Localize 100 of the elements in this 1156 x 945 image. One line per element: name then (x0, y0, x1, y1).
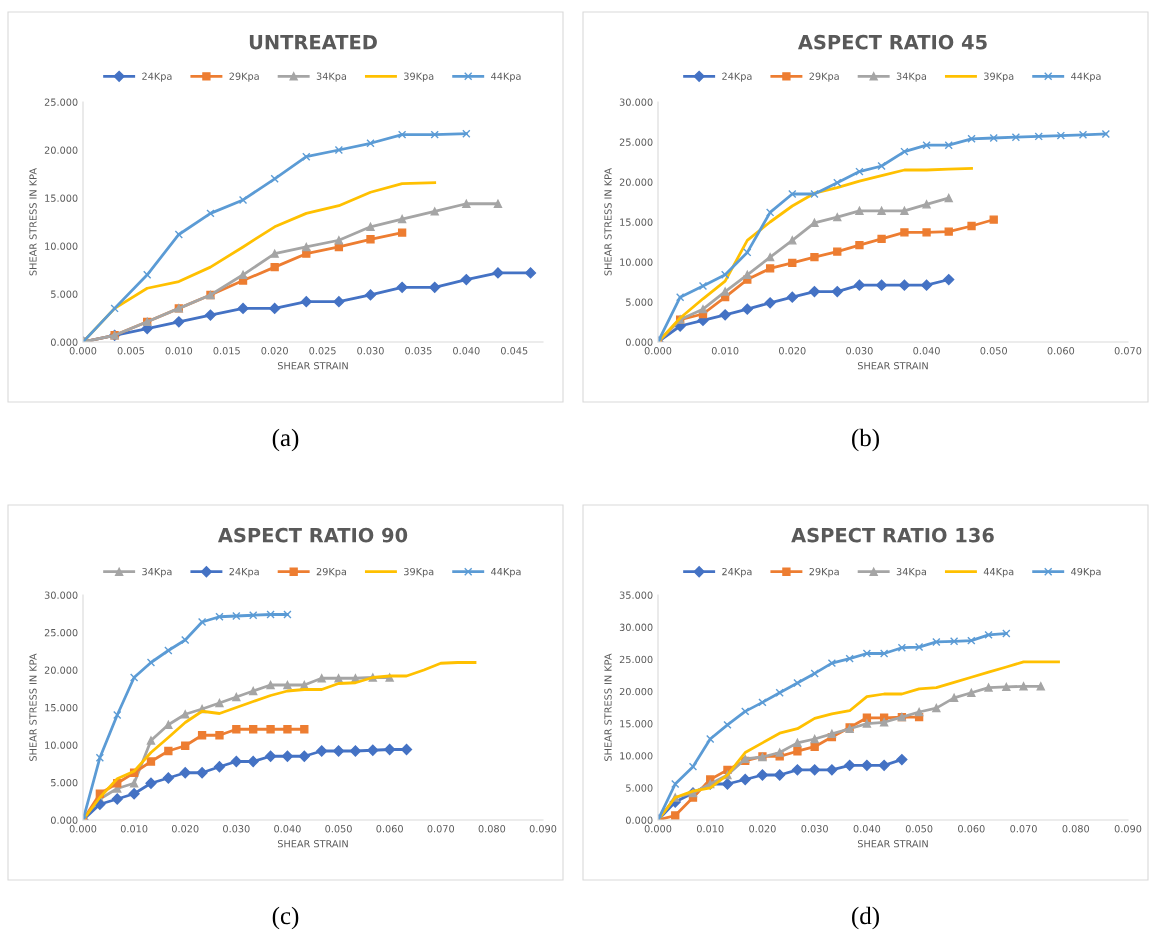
text: (a) (272, 428, 299, 452)
x-axis-title: SHEAR STRAIN (857, 840, 928, 848)
x-tick-label: 0.050 (905, 825, 933, 833)
x-axis-title: SHEAR STRAIN (277, 362, 348, 370)
x-axis-title: SHEAR STRAIN (857, 362, 928, 370)
x-tick-label: 0.090 (529, 825, 557, 833)
y-tick-label: 25.000 (44, 628, 78, 637)
x-tick-label: 0.060 (1047, 347, 1075, 355)
x-tick-label: 0.040 (274, 825, 301, 833)
y-tick-label: 0.000 (50, 816, 78, 824)
x-tick-label: 0.010 (120, 825, 148, 833)
x-tick-label: 0.080 (1062, 825, 1090, 833)
text: (d) (852, 906, 879, 930)
legend-label: 34Kpa (896, 72, 927, 82)
y-axis-title: SHEAR STRESS IN KPA (604, 168, 612, 276)
x-tick-label: 0.000 (644, 825, 672, 833)
y-tick-label: 10.000 (620, 752, 653, 760)
x-tick-label: 0.010 (711, 347, 739, 355)
y-axis-title: SHEAR STRESS IN KPA (29, 168, 37, 276)
chart-title: ASPECT RATIO 136 (791, 527, 994, 543)
y-tick-label: 5.000 (51, 290, 78, 298)
x-tick-label: 0.050 (325, 825, 352, 833)
chart-title: ASPECT RATIO 90 (217, 527, 408, 543)
legend-label: 39Kpa (984, 72, 1014, 82)
x-tick-label: 0.070 (1114, 347, 1142, 355)
legend-label: 29Kpa (316, 567, 347, 578)
y-axis-title: SHEAR STRESS IN KPA (29, 653, 37, 761)
x-tick-label: 0.020 (749, 825, 776, 833)
y-tick-label: 5.000 (626, 298, 653, 306)
x-tick-label: 0.010 (696, 825, 724, 833)
y-tick-label: 5.000 (51, 778, 78, 787)
legend-label: 24Kpa (142, 72, 172, 82)
legend-label: 29Kpa (229, 72, 259, 82)
x-tick-label: 0.020 (261, 347, 288, 355)
y-tick-label: 25.000 (44, 98, 78, 106)
legend-label: 44Kpa (491, 568, 521, 578)
y-tick-label: 30.000 (619, 623, 653, 631)
y-tick-label: 10.000 (45, 741, 78, 749)
x-tick-label: 0.020 (779, 347, 806, 355)
legend-label: 44Kpa (983, 568, 1014, 578)
x-tick-label: 0.060 (958, 825, 985, 833)
x-tick-label: 0.000 (69, 825, 97, 833)
y-tick-label: 20.000 (44, 146, 78, 154)
legend-label: 24Kpa (722, 567, 752, 578)
y-tick-label: 15.000 (45, 194, 78, 202)
x-tick-label: 0.015 (213, 347, 240, 355)
x-tick-label: 0.000 (69, 347, 97, 355)
x-tick-label: 0.060 (376, 825, 403, 833)
x-tick-label: 0.040 (913, 347, 940, 355)
legend-label: 29Kpa (809, 567, 839, 578)
y-tick-label: 5.000 (626, 784, 653, 792)
legend-label: 44Kpa (1071, 72, 1101, 82)
y-tick-label: 0.000 (50, 338, 78, 346)
x-tick-label: 0.005 (117, 347, 144, 355)
x-tick-label: 0.020 (171, 825, 199, 833)
x-tick-label: 0.080 (478, 825, 506, 833)
y-tick-label: 20.000 (44, 666, 78, 674)
x-tick-label: 0.030 (801, 825, 828, 833)
y-axis-title: SHEAR STRESS IN KPA (604, 653, 612, 761)
legend-label: 34Kpa (896, 567, 927, 578)
y-tick-label: 10.000 (620, 258, 653, 266)
y-tick-label: 15.000 (45, 703, 78, 712)
legend-label: 24Kpa (722, 72, 752, 82)
y-tick-label: 10.000 (45, 242, 78, 250)
text: (c) (272, 906, 299, 930)
x-tick-label: 0.070 (1010, 825, 1037, 833)
x-tick-label: 0.090 (1114, 825, 1142, 833)
x-tick-label: 0.030 (223, 825, 250, 833)
legend-label: 29Kpa (809, 72, 839, 82)
y-tick-label: 20.000 (619, 687, 653, 696)
x-tick-label: 0.040 (853, 825, 881, 833)
x-tick-label: 0.010 (165, 347, 193, 355)
y-tick-label: 25.000 (619, 655, 653, 664)
y-tick-label: 15.000 (620, 218, 653, 226)
y-tick-label: 30.000 (619, 98, 653, 106)
y-tick-label: 0.000 (625, 338, 653, 346)
y-tick-label: 0.000 (625, 816, 653, 824)
x-tick-label: 0.045 (500, 347, 528, 355)
legend-label: 39Kpa (404, 72, 434, 82)
x-tick-label: 0.050 (980, 347, 1007, 355)
x-tick-label: 0.070 (427, 825, 455, 833)
y-tick-label: 25.000 (619, 138, 653, 146)
x-tick-label: 0.000 (644, 347, 672, 355)
legend-label: 24Kpa (229, 567, 259, 578)
x-tick-label: 0.035 (405, 347, 432, 355)
x-tick-label: 0.040 (453, 347, 480, 355)
legend-label: 39Kpa (404, 567, 434, 578)
chart-title: UNTREATED (249, 35, 377, 50)
y-tick-label: 30.000 (44, 591, 78, 599)
x-tick-label: 0.025 (309, 347, 336, 355)
x-tick-label: 0.030 (846, 347, 873, 355)
chart-title: ASPECT RATIO 45 (797, 34, 987, 50)
legend-label: 34Kpa (142, 567, 172, 578)
text: (b) (852, 428, 879, 452)
y-tick-label: 35.000 (619, 591, 653, 599)
y-tick-label: 20.000 (619, 178, 653, 186)
x-axis-title: SHEAR STRAIN (277, 840, 348, 848)
legend-label: 34Kpa (316, 72, 347, 82)
x-tick-label: 0.030 (357, 347, 384, 355)
legend-label: 49Kpa (1071, 567, 1101, 578)
